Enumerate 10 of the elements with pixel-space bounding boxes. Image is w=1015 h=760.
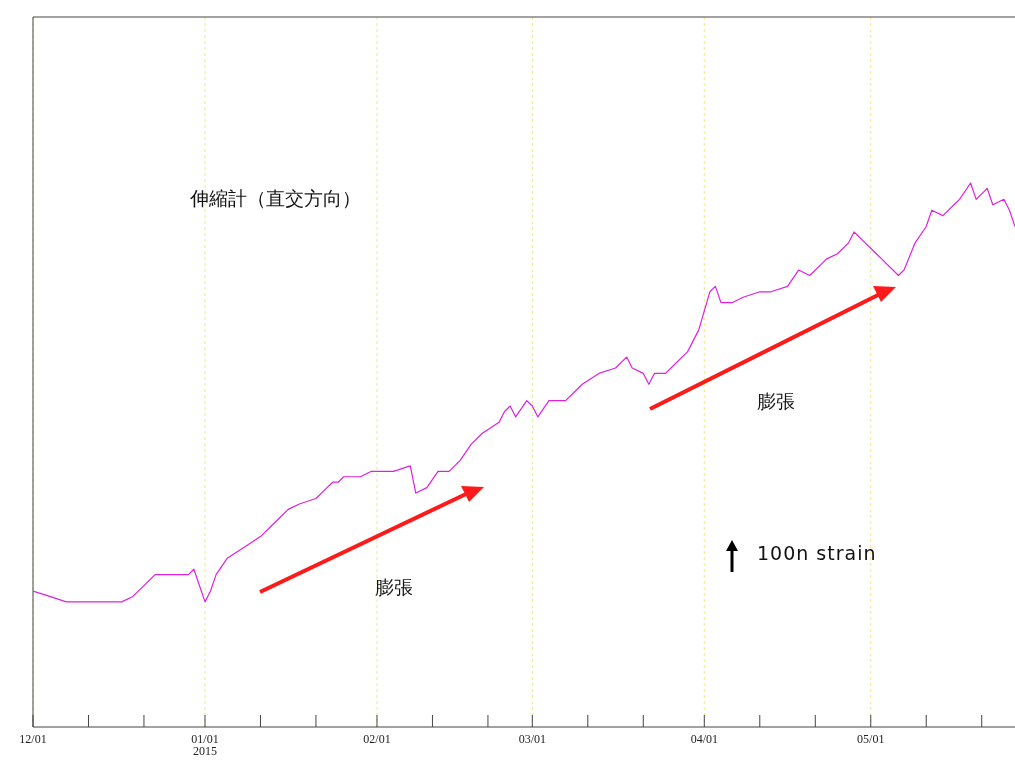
x-tick-label: 05/01 xyxy=(857,732,885,746)
x-tick-label: 01/01 2015 xyxy=(191,732,219,758)
x-tick-label: 02/01 xyxy=(363,732,391,746)
x-tick-label: 12/01 xyxy=(19,732,47,746)
chart-title: 伸縮計（直交方向） xyxy=(189,187,361,209)
x-tick-label: 04/01 xyxy=(690,732,718,746)
annotation: 膨張 xyxy=(757,390,795,412)
x-tick-label: 03/01 xyxy=(518,732,546,746)
annotation: 100n strain xyxy=(757,542,877,564)
annotation: 膨張 xyxy=(375,576,413,598)
